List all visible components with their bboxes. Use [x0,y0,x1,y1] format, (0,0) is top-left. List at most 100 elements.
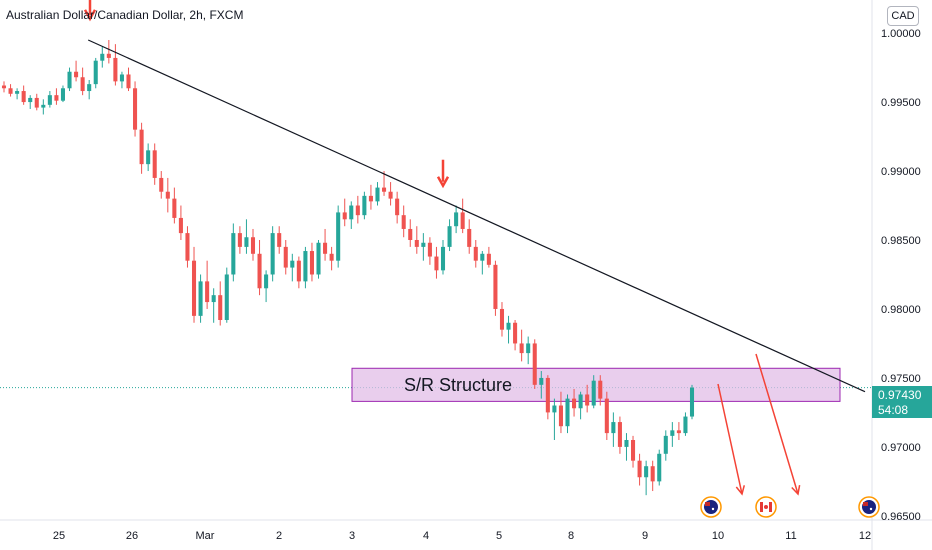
candle-body [67,71,72,89]
candle-body [60,88,66,101]
candle-body [526,343,531,354]
flag-band [760,502,763,512]
candle-body [342,212,347,220]
candlestick-series [1,40,695,496]
time-axis[interactable]: 25 26 Mar 2 3 4 5 8 9 10 11 12 [53,530,871,542]
candle-body [676,430,681,434]
candle-body [486,253,491,265]
candle-body [368,195,373,202]
candle-body [506,322,511,330]
last-price-tag: 0.97430 54:08 [872,386,932,418]
sr-structure-zone[interactable]: S/R Structure [351,367,841,402]
x-tick-label: 4 [423,530,429,542]
candle-body [224,274,229,320]
down-arrow-head [83,9,97,22]
candle-body [47,95,52,105]
candle-body [539,377,544,385]
currency-button[interactable]: CAD [887,6,919,26]
x-tick-label: 2 [276,530,282,542]
candle-body [683,416,688,434]
x-tick-label: 25 [53,530,65,542]
candle-body [15,91,20,94]
candle-body [382,187,387,192]
x-tick-label: 3 [349,530,355,542]
candle-body [54,95,59,101]
sr-zone-rect [351,367,841,402]
flag-union [705,502,710,506]
candle-body [473,246,478,261]
y-tick-label: 0.97500 [881,373,921,385]
candle-body [499,308,505,330]
candle-body [159,177,164,192]
x-tick-label: 5 [496,530,502,542]
candle-body [257,253,262,289]
down-arrow-head [436,176,450,189]
chart-title: Australian Dollar/Canadian Dollar, 2h, F… [6,8,244,22]
y-tick-label: 0.98500 [881,235,921,247]
y-tick-label: 0.99500 [881,97,921,109]
candle-body [323,242,328,254]
candle-body [440,246,446,271]
candle-body [290,260,295,268]
flag-star [869,507,873,511]
candle-body [565,398,570,427]
candle-body [80,77,85,92]
candle-body [670,430,675,436]
candle-body [519,343,524,354]
candle-body [244,237,249,247]
candle-body [349,205,354,220]
candle-body [434,256,439,271]
projection-arrow-head [791,485,801,496]
flag-union [863,502,868,506]
price-axis[interactable]: 1.00000 0.99500 0.99000 0.98500 0.98000 0.975… [881,28,921,523]
candle-body [480,253,485,261]
candle-body [657,453,662,482]
candle-body [277,233,282,247]
candle-body [231,233,236,275]
candle-body [100,53,105,61]
candle-body [237,233,242,247]
candle-body [375,187,380,202]
candle-body [329,253,334,261]
candle-body [637,460,642,478]
candle-body [395,198,400,216]
candle-body [198,281,203,316]
candle-body [303,251,308,282]
candle-body [172,198,177,218]
candle-body [34,97,39,108]
maple-leaf [764,505,768,509]
candle-body [532,343,537,385]
candle-body [309,251,314,275]
candle-body [355,205,360,216]
x-tick-label: 8 [568,530,574,542]
candle-body [205,281,210,303]
candle-body [211,295,216,303]
candle-body [93,60,98,85]
bar-countdown: 54:08 [878,403,909,417]
candle-body [414,240,419,247]
candle-body [591,380,596,406]
candle-body [513,322,518,344]
x-tick-label: 9 [642,530,648,542]
candle-body [165,191,170,199]
candle-body [218,295,223,320]
candle-body [362,195,367,216]
candle-body [663,435,668,454]
candle-body [191,260,197,316]
candle-body [113,57,118,82]
candle-body [270,233,275,275]
candle-body [689,387,695,417]
candle-body [552,405,557,413]
candle-body [316,242,321,275]
y-tick-label: 0.98000 [881,304,921,316]
candle-body [106,53,111,58]
last-price-value: 0.97430 [878,388,922,402]
y-tick-label: 1.00000 [881,28,921,40]
candle-body [21,91,26,103]
aud-event-icon [858,496,880,518]
candle-body [146,150,151,165]
drawing-overlays [83,0,880,518]
candle-body [28,97,33,103]
candle-body [585,394,590,406]
